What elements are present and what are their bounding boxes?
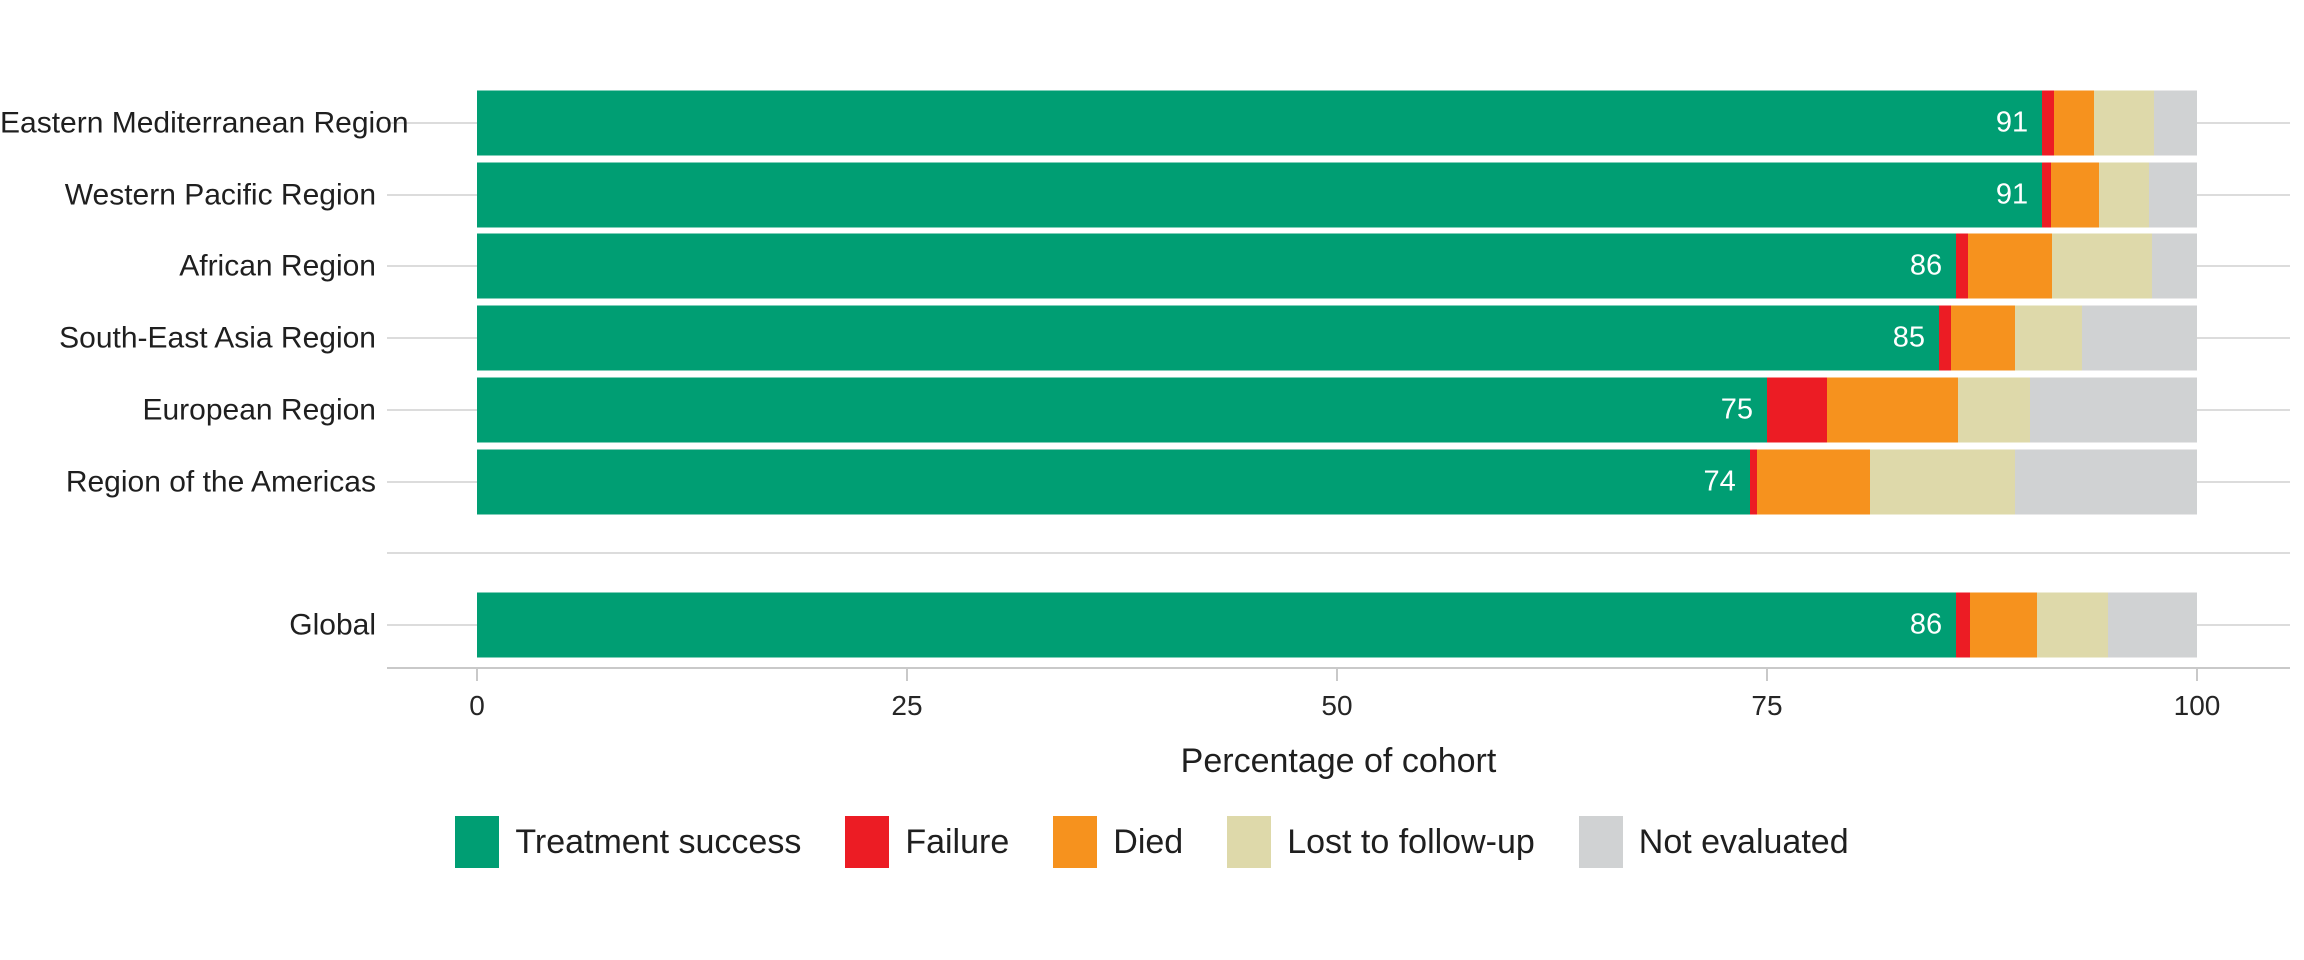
x-tick-label: 25 xyxy=(891,690,923,721)
category-label: Region of the Americas xyxy=(65,465,376,498)
legend-swatch-died xyxy=(1053,816,1098,868)
bar-segment-not-evaluated xyxy=(2014,449,2197,514)
bar-segment-treatment-success xyxy=(477,592,1957,658)
legend-swatch-lost-to-follow-up xyxy=(1227,816,1272,868)
bar-segment-not-evaluated xyxy=(2081,305,2197,371)
legend-label: Not evaluated xyxy=(1638,822,1849,861)
bar-value-label: 75 xyxy=(1720,393,1753,426)
legend-swatch-treatment-success xyxy=(455,816,500,868)
category-label: South-East Asia Region xyxy=(59,321,376,355)
bar-segment-died xyxy=(1969,592,2038,658)
bar-segment-treatment-success xyxy=(477,90,2043,156)
stacked-bar xyxy=(477,305,2197,371)
bar-value-label: 86 xyxy=(1909,608,1943,641)
bar-segment-failure xyxy=(1939,305,1952,371)
spacer-gridline xyxy=(387,552,2290,555)
bar-value-label: 91 xyxy=(1995,178,2029,211)
bar-segment-lost-to-follow-up xyxy=(2014,305,2082,371)
bar-segment-not-evaluated xyxy=(2148,162,2197,228)
bar-segment-failure xyxy=(2042,90,2055,156)
bar-segment-treatment-success xyxy=(477,377,1767,443)
bar-segment-not-evaluated xyxy=(2153,90,2197,156)
x-axis-line xyxy=(387,667,2290,669)
bar-segment-lost-to-follow-up xyxy=(2052,233,2153,299)
category-label: African Region xyxy=(179,249,376,283)
x-tick-label: 100 xyxy=(2173,690,2221,721)
bar-segment-failure xyxy=(1767,377,1828,443)
legend-item: Not evaluated xyxy=(1578,816,1849,868)
bar-segment-died xyxy=(1968,233,2053,299)
legend-label: Died xyxy=(1113,822,1184,861)
bar-value-label: 85 xyxy=(1892,321,1925,354)
legend-item: Died xyxy=(1053,816,1183,868)
bar-segment-not-evaluated xyxy=(2152,233,2197,299)
bar-segment-treatment-success xyxy=(477,162,2043,228)
x-tick xyxy=(2196,669,2198,681)
bar-segment-lost-to-follow-up xyxy=(2093,90,2154,156)
bar-segment-treatment-success xyxy=(477,233,1957,299)
bar-value-label: 74 xyxy=(1703,465,1736,497)
bar-segment-died xyxy=(2054,90,2094,156)
legend-swatch-not-evaluated xyxy=(1578,816,1623,868)
stacked-bar xyxy=(477,90,2197,156)
x-tick xyxy=(1766,669,1768,681)
bar-segment-died xyxy=(1951,305,2015,371)
category-label: Eastern Mediterranean Region xyxy=(0,106,409,140)
legend-label: Treatment success xyxy=(515,822,802,861)
bar-segment-not-evaluated xyxy=(2030,377,2197,443)
x-tick xyxy=(906,669,908,681)
bar-value-label: 86 xyxy=(1909,249,1943,282)
legend-item: Failure xyxy=(845,816,1009,868)
stacked-bar xyxy=(477,377,2197,443)
category-label: Western Pacific Region xyxy=(64,178,376,212)
bar-segment-failure xyxy=(2042,162,2051,228)
x-tick-label: 0 xyxy=(469,690,485,721)
legend-label: Failure xyxy=(905,822,1010,861)
legend-label: Lost to follow-up xyxy=(1287,822,1535,861)
legend-swatch-failure xyxy=(845,816,890,868)
bar-segment-died xyxy=(2050,162,2099,228)
category-label: European Region xyxy=(142,393,376,427)
x-axis-title: Percentage of cohort xyxy=(1180,742,1497,780)
bar-value-label: 91 xyxy=(1995,106,2029,139)
category-label: Global xyxy=(289,608,376,642)
legend-item: Lost to follow-up xyxy=(1227,816,1535,868)
bar-segment-died xyxy=(1827,377,1958,443)
legend: Treatment success Failure Died Lost to foll… xyxy=(0,816,2304,868)
x-tick-label: 50 xyxy=(1321,690,1353,721)
x-tick xyxy=(1336,669,1338,681)
stacked-bar xyxy=(477,162,2197,228)
bar-segment-lost-to-follow-up xyxy=(2037,592,2108,658)
bar-segment-lost-to-follow-up xyxy=(1957,377,2031,443)
bar-segment-treatment-success xyxy=(477,449,1750,514)
bar-segment-failure xyxy=(1956,233,1969,299)
bar-segment-not-evaluated xyxy=(2107,592,2197,658)
x-tick xyxy=(476,669,478,681)
stacked-bar xyxy=(477,233,2197,299)
bar-segment-died xyxy=(1756,449,1871,514)
bar-segment-lost-to-follow-up xyxy=(1870,449,2015,514)
bar-segment-failure xyxy=(1749,449,1757,514)
bar-segment-treatment-success xyxy=(477,305,1939,371)
stacked-bar xyxy=(477,592,2197,658)
stacked-bar xyxy=(477,449,2197,514)
bar-segment-failure xyxy=(1956,592,1970,658)
x-tick-label: 75 xyxy=(1751,690,1783,721)
legend-item: Treatment success xyxy=(455,816,801,868)
bar-segment-lost-to-follow-up xyxy=(2098,162,2149,228)
